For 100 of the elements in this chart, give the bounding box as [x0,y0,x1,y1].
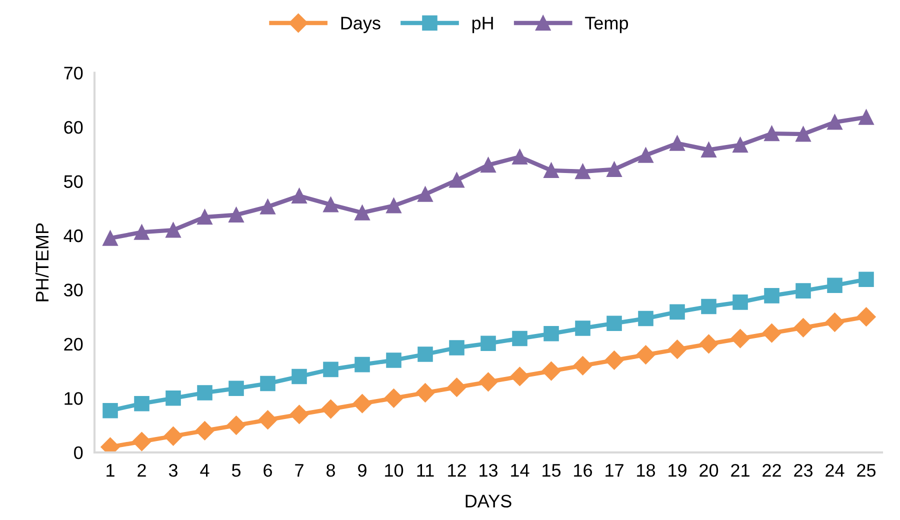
point [858,110,874,125]
y-tick-label: 50 [64,175,83,188]
point [604,350,624,370]
point [575,320,590,336]
point [606,162,622,177]
x-tick-label: 3 [168,464,178,477]
point [858,272,874,288]
point [512,330,528,346]
x-tick-label: 17 [606,464,624,477]
x-tick-label: 25 [857,464,876,477]
point [764,126,780,142]
point [480,157,496,173]
point [134,224,150,240]
point [352,394,372,414]
point [102,230,118,246]
point [764,288,780,304]
point [796,126,811,142]
x-tick-label: 8 [326,464,335,477]
point [762,324,782,343]
point [636,345,656,364]
y-tick-label: 40 [64,229,83,242]
legend-label: Temp [585,16,628,34]
point [132,432,152,452]
point [575,164,590,180]
point [228,207,244,223]
point [449,340,464,356]
x-axis-title: DAYS [466,494,512,508]
y-tick-label: 30 [64,284,83,296]
point [290,404,309,424]
point [260,376,276,392]
x-tick-label: 12 [448,464,466,477]
point [701,142,716,158]
point [292,188,307,204]
point [166,222,181,238]
point [827,114,842,130]
point [544,326,559,342]
point [134,396,150,412]
point [195,421,214,440]
point [670,136,685,151]
x-tick-label: 23 [794,464,812,477]
x-tick-label: 22 [762,464,781,477]
point [260,199,276,214]
point [164,426,183,446]
point [478,372,498,392]
point [384,388,404,408]
x-tick-label: 15 [542,464,561,477]
x-tick-label: 5 [232,464,241,477]
point [796,283,811,298]
point [292,368,307,384]
point [638,310,654,326]
point [701,298,716,314]
point [794,318,813,338]
point [386,198,402,214]
point [323,362,338,378]
point [102,403,118,418]
point [480,336,496,352]
x-tick-label: 19 [668,464,686,477]
point [638,148,654,163]
point [386,352,402,368]
x-tick-label: 11 [417,464,434,477]
point [258,410,278,430]
point [512,149,528,164]
x-tick-label: 7 [295,464,304,477]
point [856,307,876,326]
point [827,278,842,294]
point [447,378,466,397]
x-tick-label: 10 [385,464,404,477]
x-tick-label: 21 [731,464,750,477]
point [166,390,181,406]
point [323,196,338,212]
point [668,340,687,359]
point [825,312,844,332]
point [418,346,433,362]
point [732,137,748,153]
point [544,162,559,178]
point [321,399,340,419]
x-tick-label: 9 [358,464,366,477]
point [416,383,435,402]
point [573,356,592,376]
y-tick-label: 10 [64,392,83,405]
x-tick-label: 16 [574,464,592,477]
x-tick-label: 18 [637,464,656,477]
legend-label: Days [341,16,380,34]
point [732,294,748,310]
point [510,366,530,386]
point [606,316,622,331]
x-tick-label: 20 [700,464,718,477]
x-tick-label: 24 [826,464,844,477]
point [542,362,561,381]
point [197,209,212,225]
y-tick-label: 20 [64,338,83,351]
point [418,186,433,202]
point [226,416,246,435]
point [449,172,464,188]
y-tick-label: 70 [64,66,83,80]
point [197,385,212,400]
point [699,334,718,354]
x-tick-label: 13 [480,464,498,477]
point [228,380,244,396]
legend-label: pH [472,16,493,34]
